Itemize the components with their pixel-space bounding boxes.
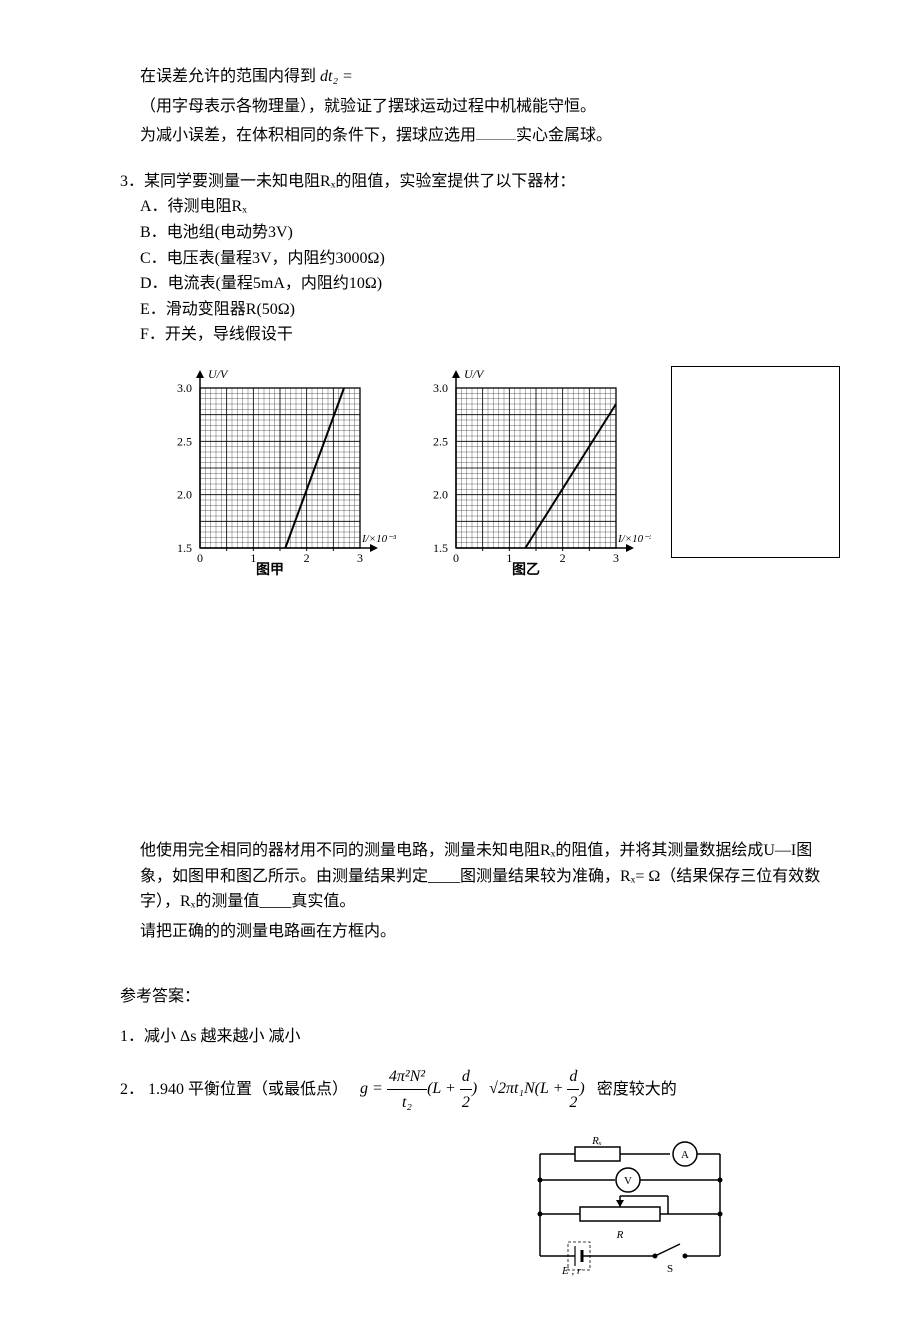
preamble-line2: （用字母表示各物理量），就验证了摆球运动过程中机械能守恒。 bbox=[140, 94, 840, 120]
svg-text:E , r: E , r bbox=[561, 1265, 582, 1276]
preamble-line1: 在误差允许的范围内得到 dt₂ = bbox=[140, 64, 840, 90]
answers-header: 参考答案： bbox=[120, 984, 840, 1010]
svg-text:U/V: U/V bbox=[208, 367, 229, 381]
a2-text-a: 2． 1.940 平衡位置（或最低点） bbox=[120, 1080, 348, 1097]
a2-text-b: 密度较大的 bbox=[597, 1080, 677, 1097]
answer-2: 2． 1.940 平衡位置（或最低点） g = 4π²N²t₂(L + d2) … bbox=[120, 1064, 840, 1116]
blank bbox=[476, 139, 516, 140]
svg-text:3.0: 3.0 bbox=[433, 381, 448, 395]
svg-text:2.5: 2.5 bbox=[433, 434, 448, 448]
q3-item-e: E．滑动变阻器R(50Ω) bbox=[140, 297, 840, 323]
q3: 3．某同学要测量一未知电阻Rₓ的阻值，实验室提供了以下器材： bbox=[120, 169, 840, 195]
preamble-line3: 为减小误差，在体积相同的条件下，摆球应选用 实心金属球。 bbox=[140, 123, 840, 149]
svg-text:1.5: 1.5 bbox=[433, 541, 448, 555]
figure-row: 1.52.02.53.00123U/VI/×10⁻³A图甲 1.52.02.53… bbox=[160, 358, 840, 578]
q3-number: 3． bbox=[120, 173, 144, 190]
q3-stem: 某同学要测量一未知电阻Rₓ的阻值，实验室提供了以下器材： bbox=[144, 173, 575, 190]
formula-dt2: dt₂ = bbox=[320, 68, 353, 85]
a2-formula-2: √2πt₁N(L + d2) bbox=[489, 1080, 585, 1097]
q3-item-b: B．电池组(电动势3V) bbox=[140, 220, 840, 246]
svg-text:2.0: 2.0 bbox=[177, 488, 192, 502]
svg-text:3: 3 bbox=[613, 551, 619, 565]
svg-text:V: V bbox=[624, 1175, 632, 1187]
svg-text:I/×10⁻³A: I/×10⁻³A bbox=[617, 533, 652, 545]
svg-text:2: 2 bbox=[304, 551, 310, 565]
svg-text:3.0: 3.0 bbox=[177, 381, 192, 395]
chart-yi: 1.52.02.53.00123U/VI/×10⁻³A图乙 bbox=[416, 358, 652, 578]
q3-post1: 他使用完全相同的器材用不同的测量电路，测量未知电阻Rₓ的阻值，并将其测量数据绘成… bbox=[140, 838, 840, 915]
text: 在误差允许的范围内得到 bbox=[140, 68, 316, 85]
svg-text:0: 0 bbox=[453, 551, 459, 565]
chart-jia: 1.52.02.53.00123U/VI/×10⁻³A图甲 bbox=[160, 358, 396, 578]
svg-text:Rₓ: Rₓ bbox=[591, 1136, 602, 1147]
svg-text:1.5: 1.5 bbox=[177, 541, 192, 555]
svg-text:2.0: 2.0 bbox=[433, 488, 448, 502]
circuit-diagram: Rₓ A V R E , r S bbox=[520, 1136, 840, 1276]
svg-text:2: 2 bbox=[559, 551, 565, 565]
q3-item-a: A．待测电阻Rₓ bbox=[140, 194, 840, 220]
q3-item-f: F．开关，导线假设干 bbox=[140, 322, 840, 348]
a2-formula-1: g = 4π²N²t₂(L + d2) bbox=[360, 1080, 477, 1097]
svg-text:I/×10⁻³A: I/×10⁻³A bbox=[361, 533, 396, 545]
text: 为减小误差，在体积相同的条件下，摆球应选用 bbox=[140, 127, 476, 144]
svg-text:R: R bbox=[616, 1229, 624, 1241]
svg-text:U/V: U/V bbox=[464, 367, 485, 381]
answer-1: 1．减小 Δs 越来越小 减小 bbox=[120, 1024, 840, 1050]
svg-text:A: A bbox=[681, 1149, 689, 1161]
svg-text:图乙: 图乙 bbox=[512, 562, 540, 578]
q3-item-c: C．电压表(量程3V，内阻约3000Ω) bbox=[140, 246, 840, 272]
svg-text:0: 0 bbox=[197, 551, 203, 565]
svg-text:2.5: 2.5 bbox=[177, 434, 192, 448]
svg-text:S: S bbox=[667, 1263, 673, 1275]
text: 实心金属球。 bbox=[516, 127, 612, 144]
answer-box bbox=[671, 366, 840, 558]
svg-text:3: 3 bbox=[357, 551, 363, 565]
q3-item-d: D．电流表(量程5mA，内阻约10Ω) bbox=[140, 271, 840, 297]
svg-text:图甲: 图甲 bbox=[256, 562, 284, 578]
q3-post2: 请把正确的的测量电路画在方框内。 bbox=[140, 919, 840, 945]
